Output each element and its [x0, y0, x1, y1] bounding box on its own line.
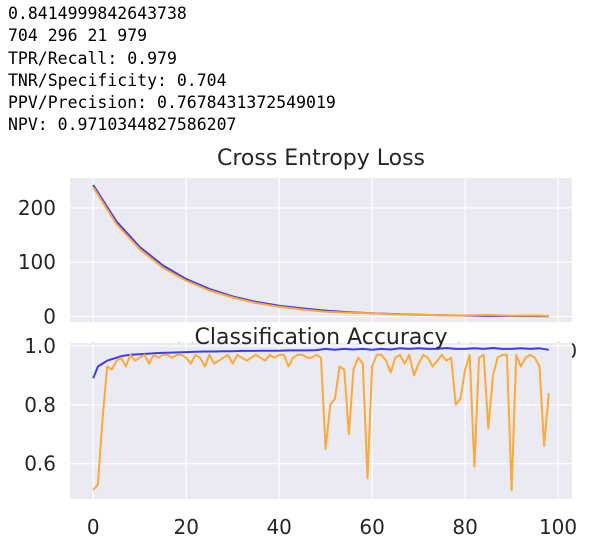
loss-plot-area	[70, 178, 572, 322]
accuracy-xtick-label: 80	[452, 515, 477, 539]
loss-plot: 0100200020406080100Cross Entropy Loss	[18, 146, 577, 363]
loss-ytick-label: 100	[18, 250, 56, 274]
accuracy-ytick-label: 0.8	[24, 393, 56, 417]
accuracy-ytick-label: 0.6	[24, 452, 56, 476]
accuracy-xtick-label: 0	[87, 515, 100, 539]
output-line-npv: NPV: 0.9710344827586207	[8, 115, 237, 135]
loss-ytick-label: 0	[43, 305, 56, 329]
loss-val-line	[92, 186, 549, 317]
accuracy-train-line	[92, 347, 549, 379]
accuracy-chart-title: Classification Accuracy	[195, 325, 448, 350]
accuracy-val-line	[92, 353, 550, 492]
output-line-ppv: PPV/Precision: 0.7678431372549019	[8, 93, 336, 113]
accuracy-xtick-label: 40	[266, 515, 291, 539]
output-line-accuracy: 0.8414999842643738	[8, 4, 187, 23]
output-line-confusion: 704 296 21 979	[8, 26, 148, 46]
loss-ytick-label: 200	[18, 196, 56, 220]
accuracy-xtick-label: 60	[359, 515, 384, 539]
accuracy-plot: 0.6 0.8 1.0 0 20 40 60 80 100 Classification Accu…	[24, 325, 577, 539]
accuracy-xtick-label: 100	[539, 515, 577, 539]
accuracy-ytick-label: 1.0	[24, 334, 56, 358]
output-line-tpr: TPR/Recall: 0.979	[8, 48, 177, 68]
output-line-tnr: TNR/Specificity: 0.704	[8, 70, 227, 90]
accuracy-xtick-label: 20	[173, 515, 198, 539]
cell-output-text: 0.8414999842643738 704 296 21 979 TPR/Re…	[8, 3, 336, 137]
loss-chart-title: Cross Entropy Loss	[217, 146, 425, 171]
